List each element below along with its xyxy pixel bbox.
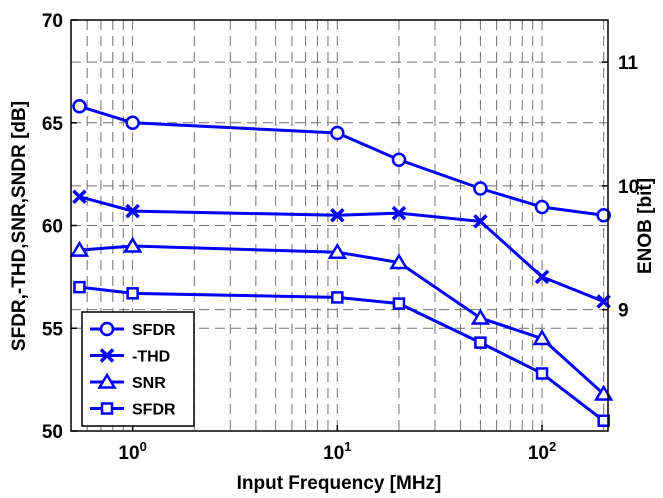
data-point-square (474, 336, 487, 349)
y2-tick-label: 9 (618, 301, 629, 322)
tick-labels: 50 55 60 65 70 9 10 11 100 101 102 (42, 11, 639, 464)
data-point-x (330, 207, 345, 223)
data-point-triangle (470, 308, 491, 325)
data-point-circle (534, 199, 550, 215)
data-point-square (597, 414, 610, 427)
x-axis-label: Input Frequency [MHz] (237, 473, 442, 494)
legend-item: SFDR (90, 402, 176, 419)
data-point-square (535, 367, 549, 380)
data-point-triangle (327, 242, 348, 259)
data-point-triangle (122, 236, 143, 253)
legend-label: SFDR (132, 322, 176, 339)
y-tick-label: 50 (42, 422, 63, 443)
series-1 (72, 99, 611, 223)
legend-marker-x (99, 348, 115, 363)
data-point-circle (391, 152, 407, 167)
y-tick-label: 60 (42, 217, 63, 238)
legend-marker-triangle (97, 372, 117, 389)
plot-lines (69, 99, 614, 427)
data-point-circle (473, 181, 488, 196)
legend-item: SNR (90, 372, 166, 392)
x-tick-label: 100 (118, 439, 146, 464)
y2-axis-label: ENOB [bit] (635, 178, 656, 274)
data-point-circle (125, 115, 140, 130)
series-3 (69, 236, 614, 401)
data-point-x (391, 205, 407, 221)
data-point-x (473, 214, 488, 229)
data-point-circle (596, 207, 611, 223)
legend: SFDR -THD SNR SFDR (81, 311, 195, 427)
legend-item: SFDR (90, 321, 176, 339)
series-2 (72, 189, 611, 309)
legend-item: -THD (90, 348, 170, 366)
legend-label: -THD (132, 349, 170, 366)
data-point-x (534, 269, 550, 285)
y-tick-label: 70 (42, 11, 63, 32)
data-point-square (73, 280, 86, 294)
series-4 (73, 280, 610, 427)
legend-marker-square (100, 402, 114, 415)
data-point-triangle (532, 329, 552, 346)
x-tick-label: 101 (323, 439, 351, 464)
y-axis-label: SFDR,-THD,SNR,SNDR [dB] (9, 101, 30, 351)
x-tick-label: 102 (528, 439, 556, 464)
y-tick-label: 55 (42, 319, 64, 340)
data-point-triangle (389, 253, 409, 270)
legend-label: SNR (132, 375, 166, 392)
data-point-x (72, 189, 87, 204)
data-point-circle (72, 99, 87, 114)
data-point-x (125, 203, 140, 219)
y-tick-label: 65 (42, 114, 64, 135)
data-point-triangle (69, 240, 90, 257)
legend-marker-circle (99, 321, 115, 337)
y2-tick-label: 11 (618, 53, 639, 74)
data-point-circle (330, 125, 345, 141)
y2-tick-label: 10 (618, 177, 639, 198)
data-point-square (392, 297, 406, 310)
legend-label: SFDR (132, 402, 176, 419)
data-point-square (331, 291, 344, 304)
data-point-square (126, 287, 139, 300)
